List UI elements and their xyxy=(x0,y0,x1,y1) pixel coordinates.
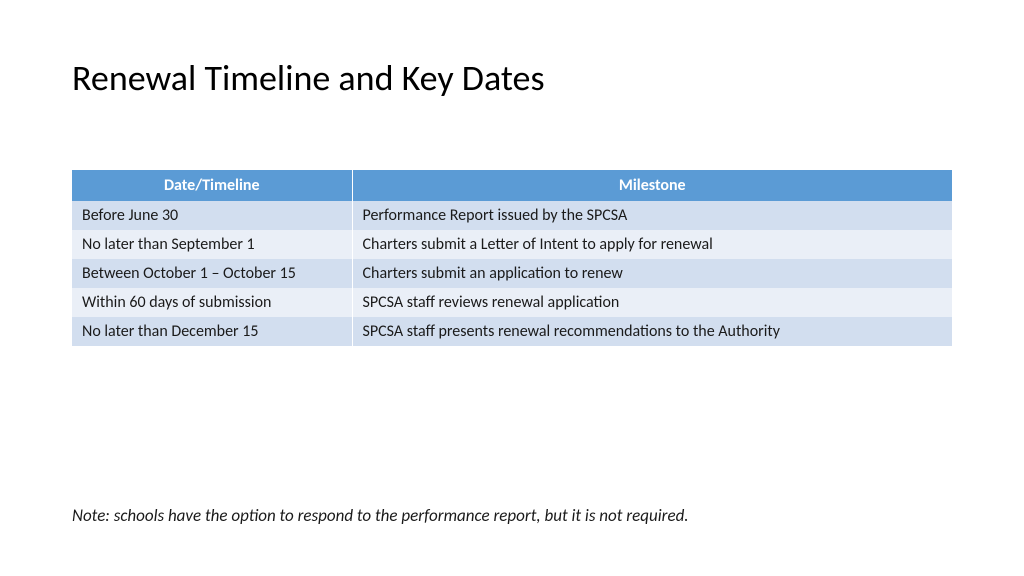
column-header-milestone: Milestone xyxy=(352,170,952,201)
cell-date: Within 60 days of submission xyxy=(72,288,352,317)
timeline-table-container: Date/Timeline Milestone Before June 30 P… xyxy=(72,170,952,346)
cell-milestone: Charters submit an application to renew xyxy=(352,259,952,288)
column-header-date: Date/Timeline xyxy=(72,170,352,201)
cell-date: Between October 1 – October 15 xyxy=(72,259,352,288)
cell-milestone: Performance Report issued by the SPCSA xyxy=(352,201,952,230)
table-row: No later than September 1 Charters submi… xyxy=(72,230,952,259)
table-header-row: Date/Timeline Milestone xyxy=(72,170,952,201)
table-row: Between October 1 – October 15 Charters … xyxy=(72,259,952,288)
table-row: No later than December 15 SPCSA staff pr… xyxy=(72,317,952,346)
cell-milestone: SPCSA staff presents renewal recommendat… xyxy=(352,317,952,346)
slide-title: Renewal Timeline and Key Dates xyxy=(72,56,545,100)
table-row: Within 60 days of submission SPCSA staff… xyxy=(72,288,952,317)
footnote: Note: schools have the option to respond… xyxy=(72,505,689,526)
cell-milestone: Charters submit a Letter of Intent to ap… xyxy=(352,230,952,259)
cell-date: Before June 30 xyxy=(72,201,352,230)
cell-date: No later than December 15 xyxy=(72,317,352,346)
timeline-table: Date/Timeline Milestone Before June 30 P… xyxy=(72,170,952,346)
table-row: Before June 30 Performance Report issued… xyxy=(72,201,952,230)
cell-date: No later than September 1 xyxy=(72,230,352,259)
cell-milestone: SPCSA staff reviews renewal application xyxy=(352,288,952,317)
